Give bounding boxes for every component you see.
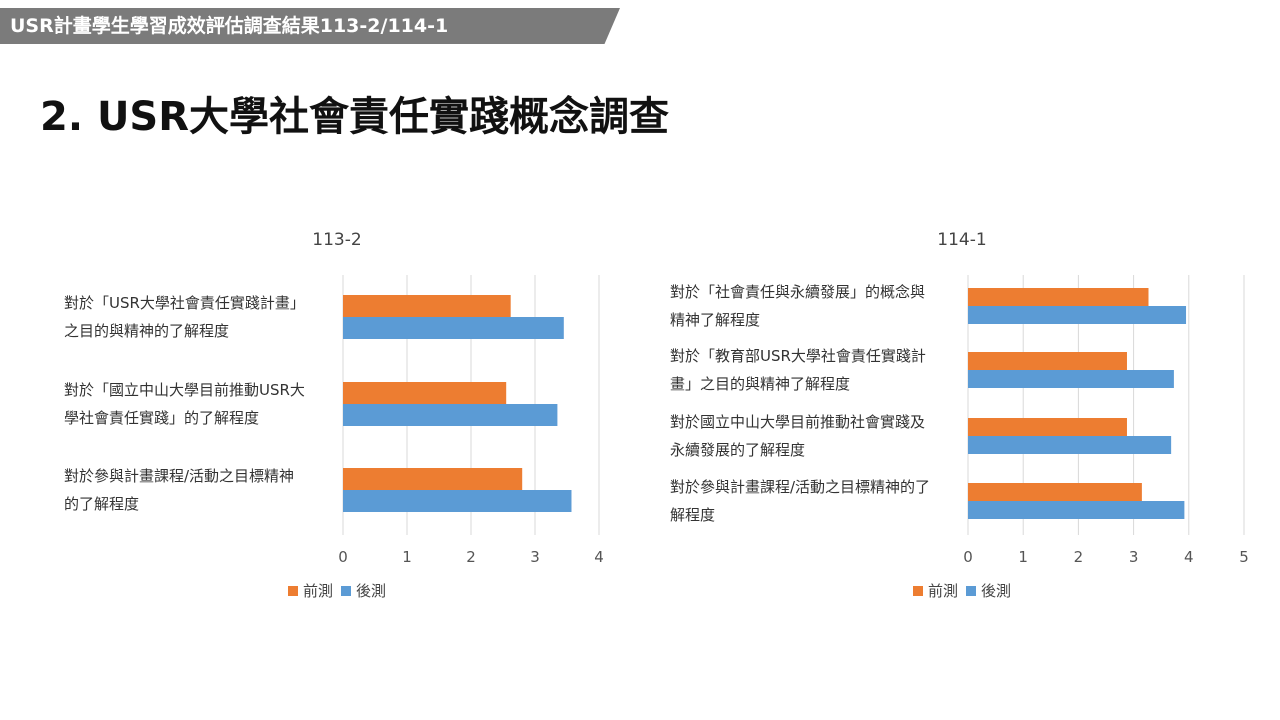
x-tick-label: 1 [402,548,412,566]
legend-label: 後測 [981,582,1012,600]
header-banner: USR計畫學生學習成效評估調查結果113-2/114-1 [0,8,620,44]
chart-title: 113-2 [312,230,362,250]
chart-legend: 前測 後測 [913,580,1019,601]
legend-label: 後測 [356,582,387,600]
x-tick-label: 0 [963,548,973,566]
legend-item: 後測 [341,580,386,601]
category-label: 對於「社會責任與永續發展」的概念與 精神了解程度 [670,278,960,334]
bar-pre [968,288,1149,306]
category-label-line: 對於參與計畫課程/活動之目標精神的了 [670,478,931,496]
x-tick-label: 1 [1018,548,1028,566]
category-label: 對於「USR大學社會責任實踐計畫」 之目的與精神的了解程度 [64,289,334,345]
legend-swatch [966,585,977,596]
legend-item: 前測 [288,580,333,601]
category-label-line: 的了解程度 [64,495,140,513]
category-label-line: 對於參與計畫課程/活動之目標精神 [64,467,295,485]
bar-pre [343,295,511,317]
bar-post [343,317,564,339]
x-tick-label: 4 [594,548,604,566]
bar-post [968,501,1185,519]
legend-swatch [913,585,923,596]
category-label-line: 對於「社會責任與永續發展」的概念與 [670,283,926,301]
x-tick-label: 5 [1239,548,1249,566]
category-label-line: 對於「USR大學社會責任實踐計畫」 [64,294,305,312]
x-tick-label: 3 [530,548,540,566]
bar-pre [343,468,523,490]
bar-post [968,306,1187,324]
category-label: 對於參與計畫課程/活動之目標精神的了解程度 [670,473,960,529]
category-label: 對於「教育部USR大學社會責任實踐計 畫」之目的與精神了解程度 [670,342,960,398]
bar-pre [968,483,1142,501]
category-label-line: 精神了解程度 [670,311,761,329]
bar-pre [343,382,507,404]
category-label-line: 永續發展的了解程度 [670,441,806,459]
category-label-line: 之目的與精神的了解程度 [64,322,230,340]
legend-swatch [288,585,298,596]
x-tick-label: 0 [338,548,348,566]
bar-pre [968,418,1127,436]
category-label-line: 畫」之目的與精神了解程度 [670,375,851,393]
bar-post [968,436,1172,454]
x-tick-label: 3 [1129,548,1139,566]
category-label-line: 對於「教育部USR大學社會責任實踐計 [670,347,926,365]
chart-title: 114-1 [937,230,987,250]
category-label: 對於參與計畫課程/活動之目標精神的了解程度 [64,462,334,518]
x-tick-label: 4 [1184,548,1194,566]
bar-pre [968,352,1127,370]
bar-post [343,490,572,512]
banner-text: USR計畫學生學習成效評估調查結果113-2/114-1 [10,15,449,37]
category-label-line: 對於國立中山大學目前推動社會實踐及 [670,413,926,431]
legend-item: 後測 [966,580,1011,601]
bar-post [968,370,1174,388]
legend-swatch [341,585,352,596]
legend-label: 前測 [928,582,959,600]
x-tick-label: 2 [1074,548,1084,566]
category-label-line: 對於「國立中山大學目前推動USR大 [64,381,305,399]
category-label: 對於「國立中山大學目前推動USR大 學社會責任實踐」的了解程度 [64,376,334,432]
category-label: 對於國立中山大學目前推動社會實踐及 永續發展的了解程度 [670,408,960,464]
slide-title: 2. USR大學社會責任實踐概念調查 [40,94,670,140]
x-tick-label: 2 [466,548,476,566]
legend-label: 前測 [303,582,334,600]
legend-item: 前測 [913,580,958,601]
bar-post [343,404,558,426]
category-label-line: 解程度 [670,506,716,524]
chart-legend: 前測 後測 [288,580,394,601]
category-label-line: 學社會責任實踐」的了解程度 [64,409,260,427]
